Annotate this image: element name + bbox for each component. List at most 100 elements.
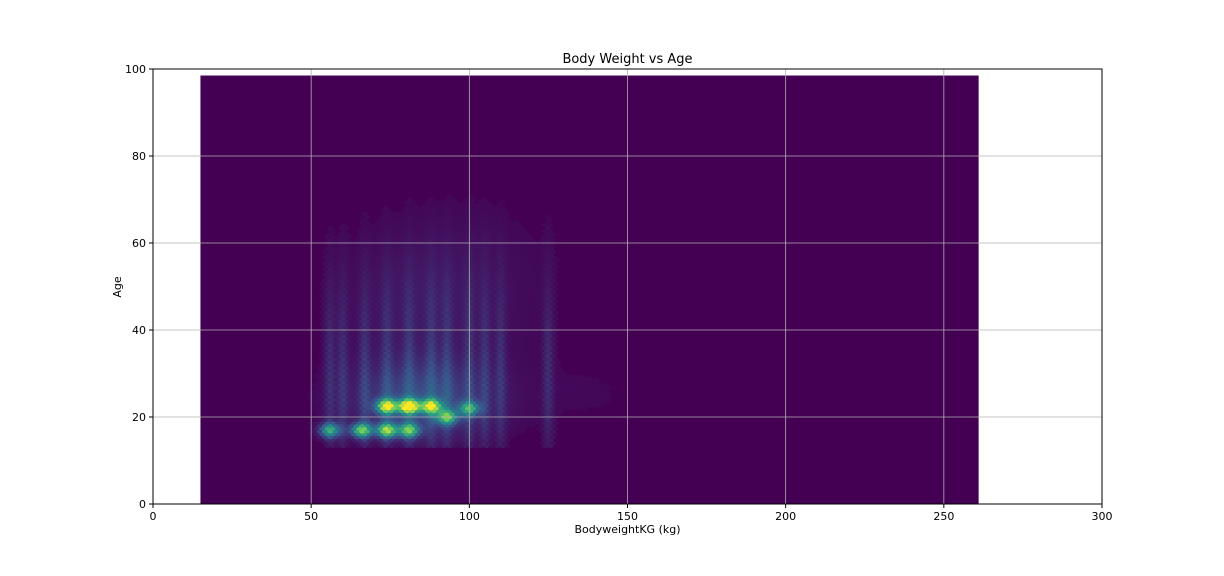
hexbin-cells [200,75,979,505]
hexbin-cell [314,374,321,379]
hexbin-cell [536,426,543,431]
hexbin-cell [404,206,411,211]
hexbin-cell [602,382,609,388]
hexbin-cell [568,374,575,379]
hexbin-cell [589,403,596,408]
hexbin-cell [308,397,315,402]
hexbin-cell [502,208,509,214]
y-axis-label: Age [111,276,124,298]
hexbin-cell [581,377,588,382]
hexbin-cell [343,232,350,237]
hexbin-cell [324,246,331,251]
hexbin-cell [364,214,371,220]
hexbin-cell [435,200,442,205]
y-tick-label: 60 [132,237,146,250]
hexbin-cell [308,432,315,437]
hexbin-cell [573,374,580,379]
hexbin-cell [534,243,541,249]
hexbin-cell [541,223,548,228]
y-axis-ticks: 0 20 40 60 80 100 [125,63,153,511]
hexbin-cell [446,194,453,199]
hexbin-cell [404,200,411,205]
hexbin-cell [308,420,315,425]
hexbin-cell [486,203,493,208]
y-tick-label: 0 [139,498,146,511]
hexbin-cell [361,217,368,222]
hexbin-cell [589,380,596,385]
hexbin-cell [549,255,556,260]
y-tick-label: 100 [125,63,146,76]
hexbin-cell [462,200,469,205]
hexbin-cell [364,220,371,225]
hexbin-cell [319,356,326,362]
hexbin-cell [549,232,556,237]
hexbin-cell [319,333,326,338]
hexbin-cell [587,377,593,382]
hexbin-cell [605,397,612,402]
hexbin-cell [335,235,342,240]
hexbin-cell [327,226,334,231]
x-axis-ticks: 0 50 100 150 200 250 300 [150,504,1113,523]
hexbin-cell [549,249,556,254]
x-tick-label: 150 [617,510,638,523]
x-tick-label: 250 [933,510,954,523]
hexbin-cell [356,235,363,240]
hexbin-cell [560,371,567,376]
hexbin-cell [555,359,562,365]
hexbin-cell [555,365,562,370]
hexbin-cell [507,220,514,225]
hexbin-cell [361,211,368,217]
y-tick-label: 40 [132,324,146,337]
hexbin-cell [528,237,535,243]
x-tick-label: 0 [150,510,157,523]
hexbin-cell [428,197,435,202]
hexbin-cell [319,339,326,344]
hexbin-cell [549,440,556,446]
hexbin-cell [340,223,347,228]
hexbin-cell [412,203,419,208]
hexbin-cell [544,214,551,220]
hexbin-cell [372,223,379,228]
hexbin-cell [441,200,448,205]
hexbin-cell [470,203,477,208]
hexbin-cell [319,345,326,350]
hexbin-cell [592,400,599,405]
hexbin-cell [398,211,405,217]
x-tick-label: 200 [775,510,796,523]
hexbin-cell [523,232,530,237]
hexbin-cell [319,281,326,286]
hexbin-cell [494,206,501,211]
hexbin-cell [343,226,350,231]
hexbin-cell [319,351,326,356]
hexbin-cell [592,394,599,399]
hexbin-cell [594,380,601,385]
hexbin-cell [319,362,326,367]
hexbin-cell [518,226,525,231]
hexbin-cell [406,197,413,202]
hexbin-cell [512,220,519,225]
hexbin-cell [425,200,432,205]
hexbin-cell [470,197,477,202]
hexbin-cell [314,380,321,385]
hexbin-cell [319,322,326,327]
hexbin-cell [319,316,326,321]
hexbin-cell [393,211,400,217]
hexbin-cell [385,208,392,214]
hexbin-cell [592,377,599,382]
hexbin-cell [319,298,326,304]
x-tick-label: 100 [459,510,480,523]
hexbin-cell [499,200,506,205]
hexbin-cell [420,206,427,211]
x-axis-label: BodyweightKG (kg) [574,523,680,536]
chart-title: Body Weight vs Age [562,52,692,67]
hexbin-cell [605,391,612,396]
hexbin-cell [481,197,488,202]
hexbin-cell [592,388,599,394]
y-tick-label: 80 [132,150,146,163]
hexbin-cell [308,391,315,396]
hexbin-cell [587,400,593,405]
hexbin-cell [541,229,548,234]
hexbin-cell [308,426,315,431]
hexbin-cell [549,243,556,249]
